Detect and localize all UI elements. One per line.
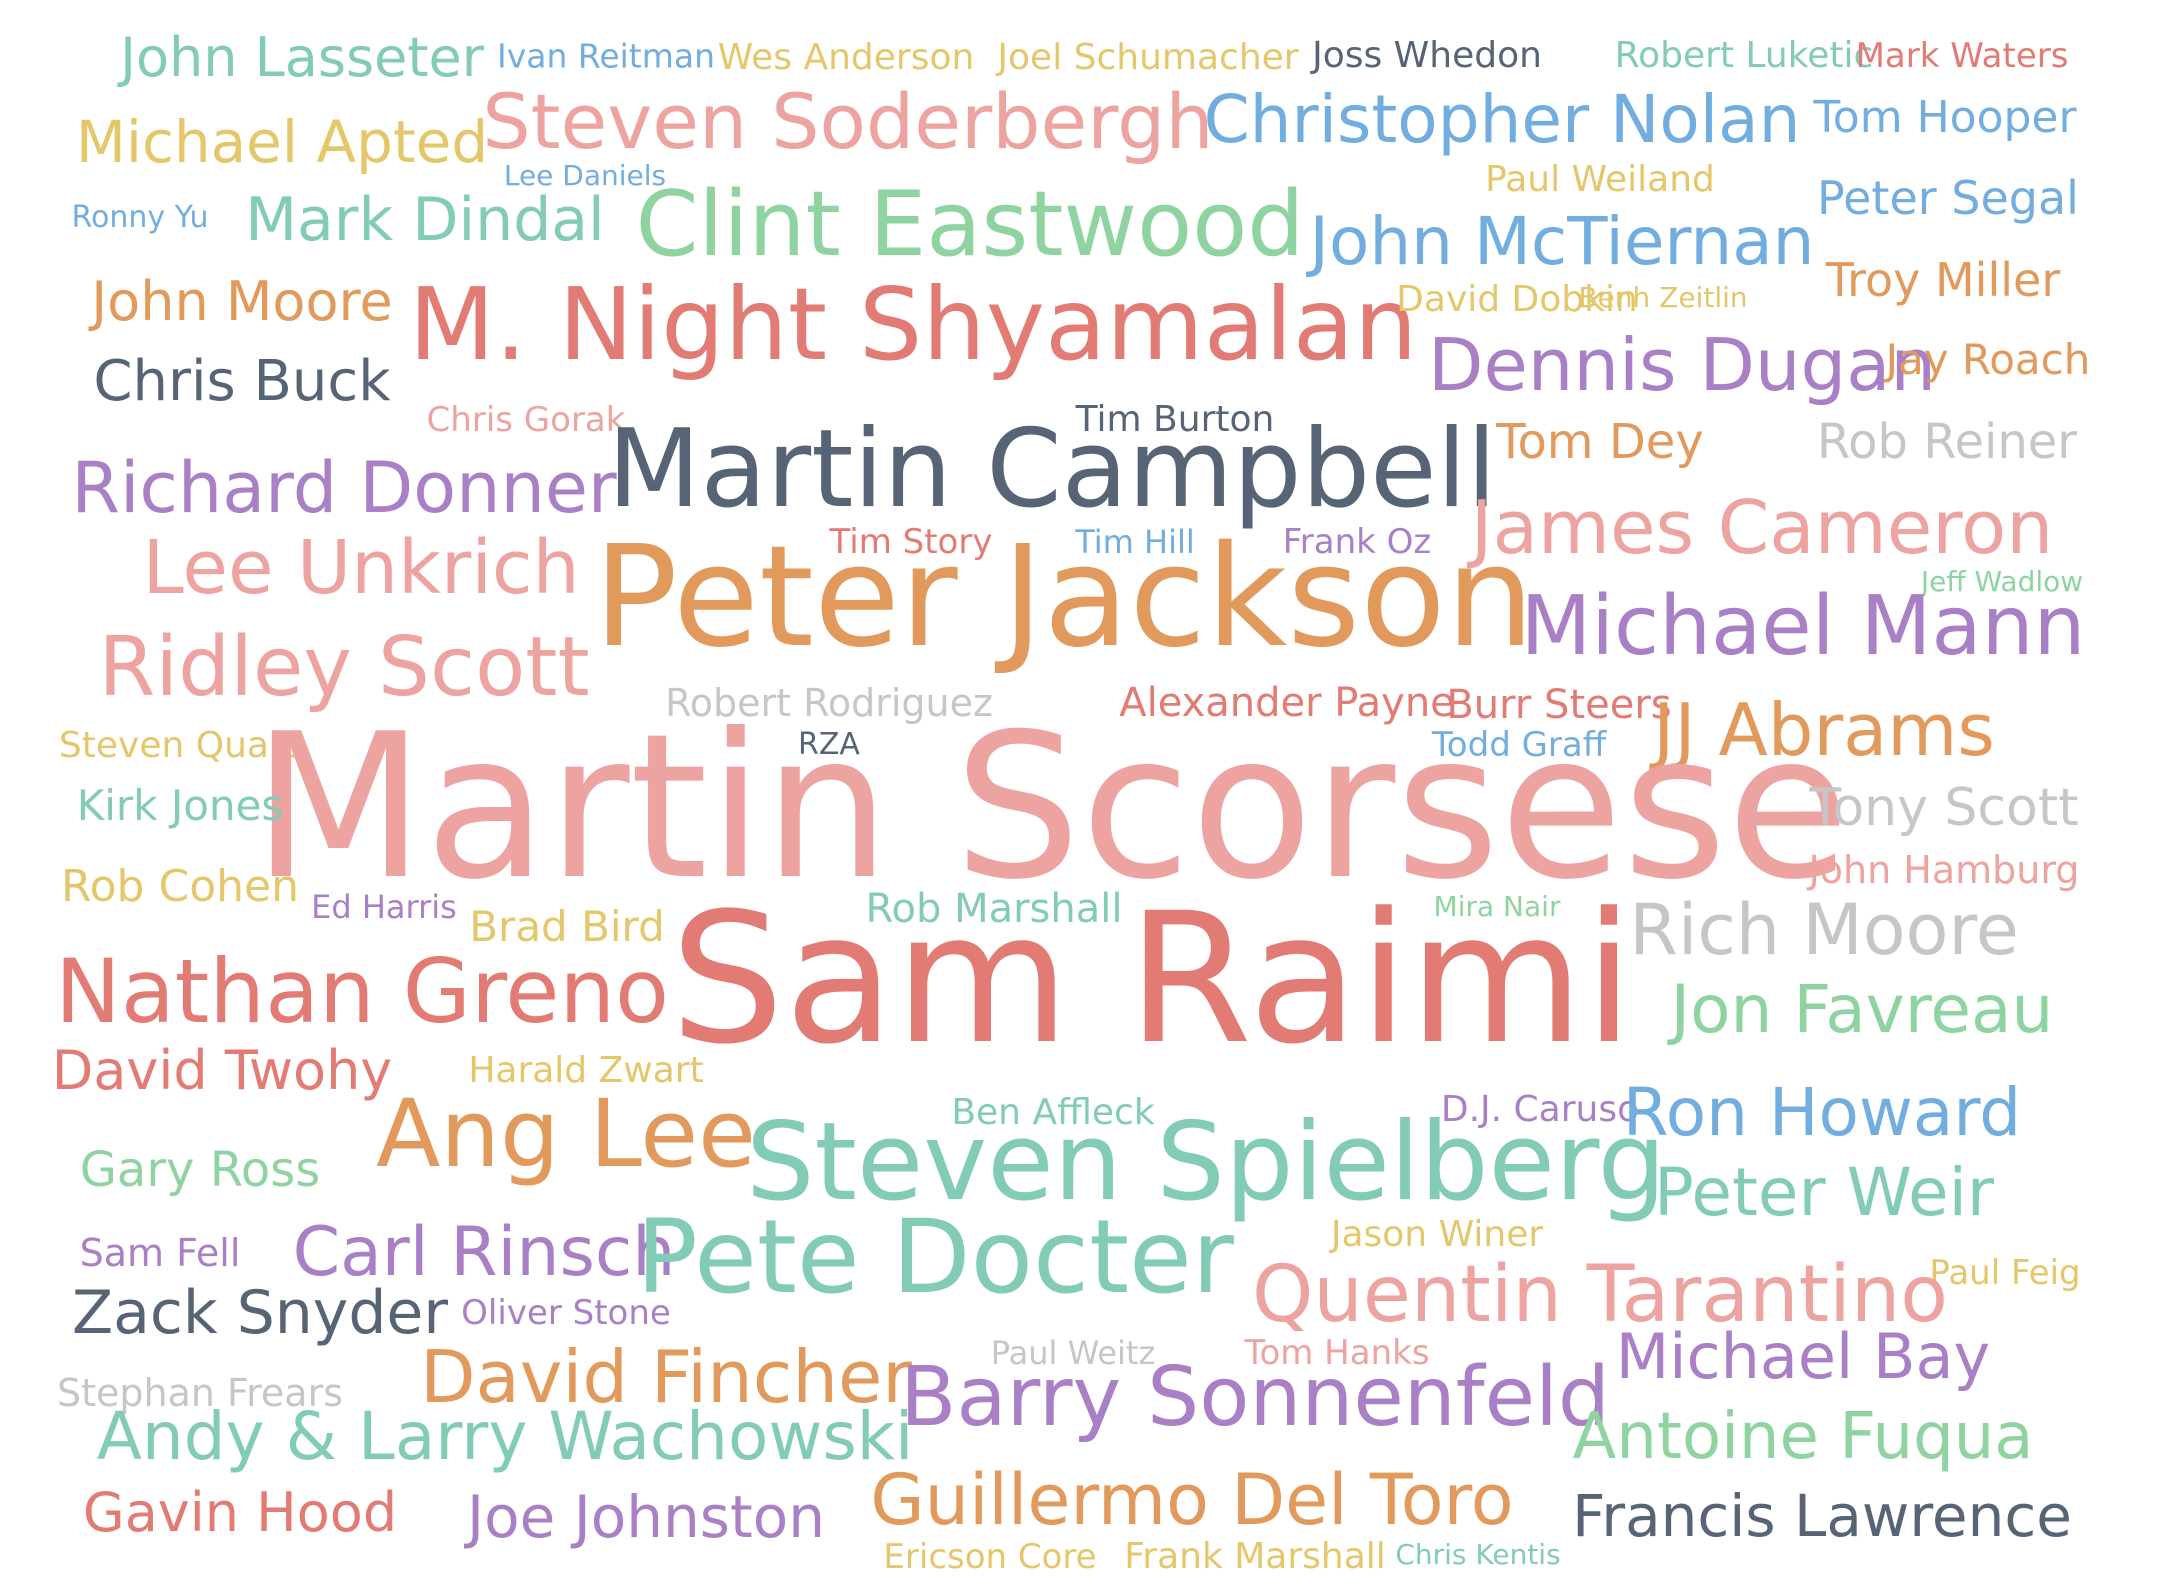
cloud-word: Michael Apted	[75, 108, 489, 176]
cloud-word: Clint Eastwood	[635, 172, 1305, 277]
cloud-word: Dennis Dugan	[1428, 323, 1936, 407]
cloud-word: Martin Scorsese	[252, 691, 1850, 924]
cloud-word: Tom Dey	[1496, 414, 1704, 470]
cloud-word: Ron Howard	[1622, 1074, 2022, 1151]
cloud-word: Peter Segal	[1817, 171, 2079, 225]
cloud-word: M. Night Shyamalan	[408, 266, 1418, 383]
cloud-word: Richard Donner	[71, 447, 617, 529]
cloud-word: Christopher Nolan	[1203, 81, 1801, 158]
cloud-word: Rich Moore	[1629, 889, 2019, 971]
cloud-word: Nathan Greno	[55, 940, 669, 1043]
cloud-word: Paul Feig	[1929, 1253, 2081, 1293]
cloud-word: Steven Quale	[58, 725, 302, 766]
cloud-word: Joel Schumacher	[997, 37, 1299, 78]
cloud-word: Michael Mann	[1520, 579, 2086, 674]
cloud-word: JJ Abrams	[1653, 688, 1995, 772]
cloud-word: Ben Affleck	[951, 1092, 1155, 1133]
cloud-word: Gavin Hood	[82, 1481, 398, 1544]
cloud-word: Joss Whedon	[1312, 35, 1542, 76]
cloud-word: Burr Steers	[1446, 682, 1672, 728]
cloud-word: John Moore	[91, 270, 393, 333]
cloud-word: Michael Bay	[1615, 1320, 1991, 1393]
cloud-word: Tom Hanks	[1244, 1333, 1430, 1373]
cloud-word: Andy & Larry Wachowski	[96, 1398, 914, 1475]
cloud-word: David Fincher	[420, 1335, 912, 1419]
cloud-word: Todd Graff	[1431, 725, 1607, 765]
cloud-word: David Twohy	[51, 1039, 393, 1102]
cloud-word: D.J. Caruso	[1440, 1089, 1640, 1130]
cloud-word: Francis Lawrence	[1572, 1482, 2072, 1550]
cloud-word: Ronny Yu	[71, 200, 209, 235]
cloud-word: Peter Weir	[1653, 1154, 1995, 1231]
cloud-word: Jon Favreau	[1670, 971, 2054, 1048]
cloud-word: Steven Spielberg	[745, 1100, 1667, 1225]
cloud-word: Oliver Stone	[461, 1293, 671, 1333]
cloud-word: Tony Scott	[1809, 778, 2079, 838]
cloud-word: Robert Luketic	[1614, 35, 1874, 76]
cloud-word: Jason Winer	[1330, 1214, 1544, 1255]
cloud-word: Guillermo Del Toro	[870, 1459, 1514, 1541]
cloud-word: Tom Hooper	[1813, 92, 2077, 143]
cloud-word: Zack Snyder	[72, 1278, 448, 1348]
cloud-word: John McTiernan	[1309, 203, 1815, 280]
cloud-word: Harald Zwart	[468, 1050, 704, 1091]
cloud-word: Carl Rinsch	[292, 1213, 676, 1292]
cloud-word: Frank Marshall	[1124, 1536, 1386, 1577]
cloud-word: Antoine Fuqua	[1572, 1400, 2034, 1474]
cloud-word: Jay Roach	[1885, 335, 2091, 384]
cloud-word: Brad Bird	[469, 902, 665, 951]
cloud-word: Tim Hill	[1075, 523, 1195, 561]
cloud-word: Frank Oz	[1282, 522, 1432, 562]
cloud-word: Wes Anderson	[717, 37, 975, 78]
cloud-word: Martin Campbell	[607, 407, 1497, 532]
cloud-word: Mark Dindal	[245, 185, 605, 255]
cloud-word: Steven Soderbergh	[482, 77, 1214, 166]
cloud-word: Mark Waters	[1855, 36, 2069, 76]
cloud-word: Benh Zeitlin	[1578, 281, 1748, 314]
cloud-word: Sam Raimi	[670, 875, 1634, 1084]
cloud-word: Gary Ross	[79, 1142, 321, 1198]
cloud-word: Joe Johnston	[466, 1483, 826, 1551]
cloud-word: Paul Weiland	[1485, 159, 1715, 200]
cloud-word: Peter Jackson	[593, 516, 1535, 679]
cloud-word: Stephan Frears	[56, 1371, 344, 1415]
cloud-word: Chris Buck	[93, 349, 391, 414]
cloud-word: Rob Cohen	[61, 861, 299, 912]
cloud-word: Paul Weitz	[990, 1334, 1156, 1372]
cloud-word: Ed Harris	[311, 888, 457, 926]
cloud-word: David Dobkin	[1396, 279, 1638, 320]
cloud-word: Tim Story	[829, 522, 993, 562]
cloud-word: Mira Nair	[1433, 890, 1561, 923]
cloud-word: Chris Gorak	[426, 400, 626, 440]
cloud-word: Ang Lee	[376, 1080, 756, 1189]
cloud-word: Robert Rodriguez	[665, 681, 993, 725]
cloud-word: Kirk Jones	[76, 781, 284, 830]
cloud-word: Chris Kentis	[1395, 1538, 1561, 1571]
cloud-word: Troy Miller	[1825, 253, 2061, 307]
cloud-word: Tim Burton	[1075, 399, 1275, 440]
cloud-word: Ericson Core	[883, 1537, 1097, 1577]
cloud-word: RZA	[798, 727, 860, 762]
cloud-word: Jeff Wadlow	[1920, 565, 2084, 598]
cloud-word: Lee Unkrich	[142, 525, 580, 611]
cloud-word: John Lasseter	[120, 26, 484, 89]
cloud-word: Quentin Tarantino	[1252, 1250, 1948, 1340]
cloud-word: James Cameron	[1470, 485, 2054, 571]
cloud-word: Alexander Payne	[1119, 680, 1455, 726]
cloud-word: Rob Reiner	[1816, 414, 2078, 470]
cloud-word: Lee Daniels	[503, 159, 667, 192]
cloud-word: Ivan Reitman	[496, 36, 716, 76]
cloud-word: Barry Sonnenfeld	[900, 1350, 1610, 1445]
cloud-word: Rob Marshall	[865, 886, 1123, 932]
cloud-word: John Hamburg	[1808, 848, 2080, 892]
cloud-word: Sam Fell	[79, 1231, 241, 1275]
cloud-word: Pete Docter	[636, 1198, 1234, 1317]
cloud-word: Ridley Scott	[98, 620, 590, 715]
